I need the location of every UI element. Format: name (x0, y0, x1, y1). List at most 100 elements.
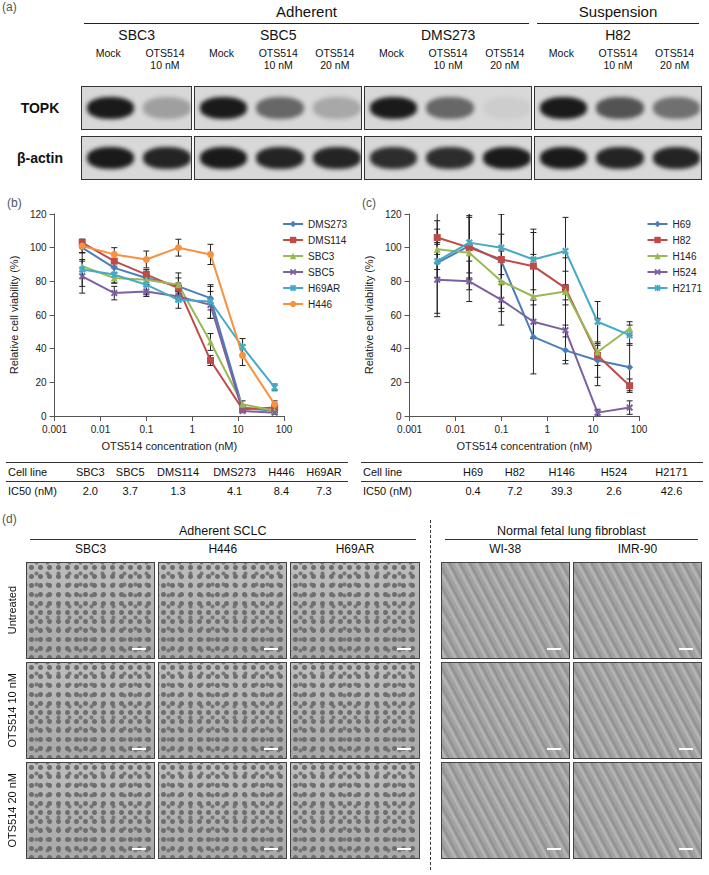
svg-text:DMS273: DMS273 (308, 219, 347, 230)
html-text:4.1: 4.1 (226, 485, 243, 497)
html-text:OTS514 10 nM: OTS514 10 nM (598, 47, 638, 71)
svg-text:Relative cell viability (%): Relative cell viability (%) (8, 256, 20, 375)
svg-text:H82: H82 (673, 235, 692, 246)
html-text:DMS273: DMS273 (213, 466, 256, 478)
svg-text:100: 100 (631, 424, 648, 435)
svg-text:DMS114: DMS114 (308, 235, 347, 246)
html-text:8.4: 8.4 (273, 485, 290, 497)
svg-text:80: 80 (390, 276, 402, 287)
html-text:SBC5: SBC5 (259, 27, 297, 43)
html-text:42.6: 42.6 (660, 485, 683, 497)
svg-text:H146: H146 (673, 251, 697, 262)
html-text:OTS514 20 nM: OTS514 20 nM (655, 47, 695, 71)
html-text:OTS514 20 nM: OTS514 20 nM (6, 773, 18, 848)
html-text:Untreated: Untreated (6, 586, 18, 635)
svg-text:0.001: 0.001 (397, 424, 422, 435)
html-text:Suspension: Suspension (578, 3, 658, 20)
svg-text:Relative cell viability (%): Relative cell viability (%) (363, 256, 375, 375)
html-text:OTS514 10 nM: OTS514 10 nM (6, 673, 18, 748)
html-text:39.3: 39.3 (551, 485, 573, 497)
html-text:H2171: H2171 (655, 466, 688, 478)
svg-text:H69: H69 (673, 219, 692, 230)
svg-text:SBC5: SBC5 (308, 267, 335, 278)
svg-text:0: 0 (396, 411, 402, 422)
html-text:1.3: 1.3 (170, 485, 186, 497)
html-text:Mock: Mock (548, 47, 574, 59)
html-text:H146: H146 (548, 466, 575, 478)
html-text:2.0: 2.0 (82, 485, 98, 497)
html-text:H446: H446 (208, 542, 238, 556)
html-text:Mock: Mock (95, 47, 121, 59)
html-text:OTS514 10 nM: OTS514 10 nM (258, 47, 298, 71)
html-text:0.4: 0.4 (465, 485, 481, 497)
html-text:2.6: 2.6 (606, 485, 622, 497)
html-text:Cell line: Cell line (8, 466, 48, 478)
svg-text:0.1: 0.1 (139, 424, 153, 435)
html-text:SBC3: SBC3 (118, 27, 155, 43)
html-text:IC50 (nM): IC50 (nM) (363, 485, 412, 497)
html-text:(a): (a) (2, 0, 17, 14)
svg-text:(b): (b) (7, 196, 22, 210)
html-text:OTS514 20 nM: OTS514 20 nM (315, 47, 355, 71)
svg-text:80: 80 (35, 276, 47, 287)
svg-text:10: 10 (588, 424, 600, 435)
html-text:H446: H446 (268, 466, 295, 478)
html-text:Normal fetal lung fibroblast: Normal fetal lung fibroblast (496, 524, 646, 538)
html-text:TOPK: TOPK (20, 100, 60, 116)
html-text:H69AR: H69AR (306, 466, 342, 478)
svg-text:0.001: 0.001 (42, 424, 67, 435)
html-text:H82: H82 (605, 27, 631, 43)
svg-text:100: 100 (30, 242, 47, 253)
svg-text:100: 100 (276, 424, 293, 435)
svg-text:20: 20 (390, 377, 402, 388)
html-text:(d): (d) (2, 512, 17, 526)
svg-text:40: 40 (35, 343, 47, 354)
html-text:Mock: Mock (378, 47, 404, 59)
svg-text:20: 20 (35, 377, 47, 388)
html-text:IMR-90: IMR-90 (617, 542, 658, 556)
svg-text:60: 60 (35, 310, 47, 321)
html-text:Adherent SCLC: Adherent SCLC (179, 524, 267, 538)
svg-text:1: 1 (544, 424, 550, 435)
svg-text:H524: H524 (673, 267, 697, 278)
html-text:3.7: 3.7 (122, 485, 138, 497)
svg-text:(c): (c) (362, 196, 376, 210)
svg-text:0.01: 0.01 (91, 424, 111, 435)
html-text:OTS514 10 nM: OTS514 10 nM (145, 47, 185, 71)
html-text:WI-38: WI-38 (489, 542, 522, 556)
html-text:Mock: Mock (209, 47, 235, 59)
svg-text:60: 60 (390, 310, 402, 321)
svg-text:SBC3: SBC3 (308, 251, 335, 262)
svg-text:0.01: 0.01 (446, 424, 466, 435)
svg-text:0.1: 0.1 (494, 424, 508, 435)
html-text:SBC3: SBC3 (75, 466, 105, 478)
svg-text:H446: H446 (308, 299, 332, 310)
html-text:DMS114: DMS114 (157, 466, 200, 478)
svg-text:OTS514 concentration (nM): OTS514 concentration (nM) (456, 440, 592, 452)
html-text:Adherent: Adherent (276, 3, 337, 20)
html-text:β-actin: β-actin (17, 150, 63, 166)
html-text:IC50 (nM): IC50 (nM) (8, 485, 57, 497)
html-text:DMS273: DMS273 (420, 27, 476, 43)
svg-text:100: 100 (385, 242, 402, 253)
svg-text:10: 10 (233, 424, 245, 435)
html-text:SBC3: SBC3 (74, 542, 107, 556)
svg-text:1: 1 (189, 424, 195, 435)
html-text:7.2: 7.2 (507, 485, 523, 497)
html-text:OTS514 10 nM: OTS514 10 nM (428, 47, 468, 71)
html-text:OTS514 20 nM: OTS514 20 nM (485, 47, 525, 71)
html-text:H69: H69 (463, 466, 484, 478)
svg-text:H69AR: H69AR (308, 283, 340, 294)
html-text:SBC5: SBC5 (115, 466, 145, 478)
svg-text:120: 120 (385, 209, 402, 220)
html-text:H82: H82 (504, 466, 525, 478)
html-text:7.3: 7.3 (316, 485, 332, 497)
svg-text:0: 0 (41, 411, 47, 422)
svg-text:H2171: H2171 (673, 283, 703, 294)
svg-text:40: 40 (390, 343, 402, 354)
html-text:H524: H524 (600, 466, 628, 478)
html-text:Cell line: Cell line (363, 466, 403, 478)
svg-text:OTS514 concentration (nM): OTS514 concentration (nM) (101, 440, 237, 452)
html-text:H69AR: H69AR (335, 542, 375, 556)
svg-text:120: 120 (30, 209, 47, 220)
